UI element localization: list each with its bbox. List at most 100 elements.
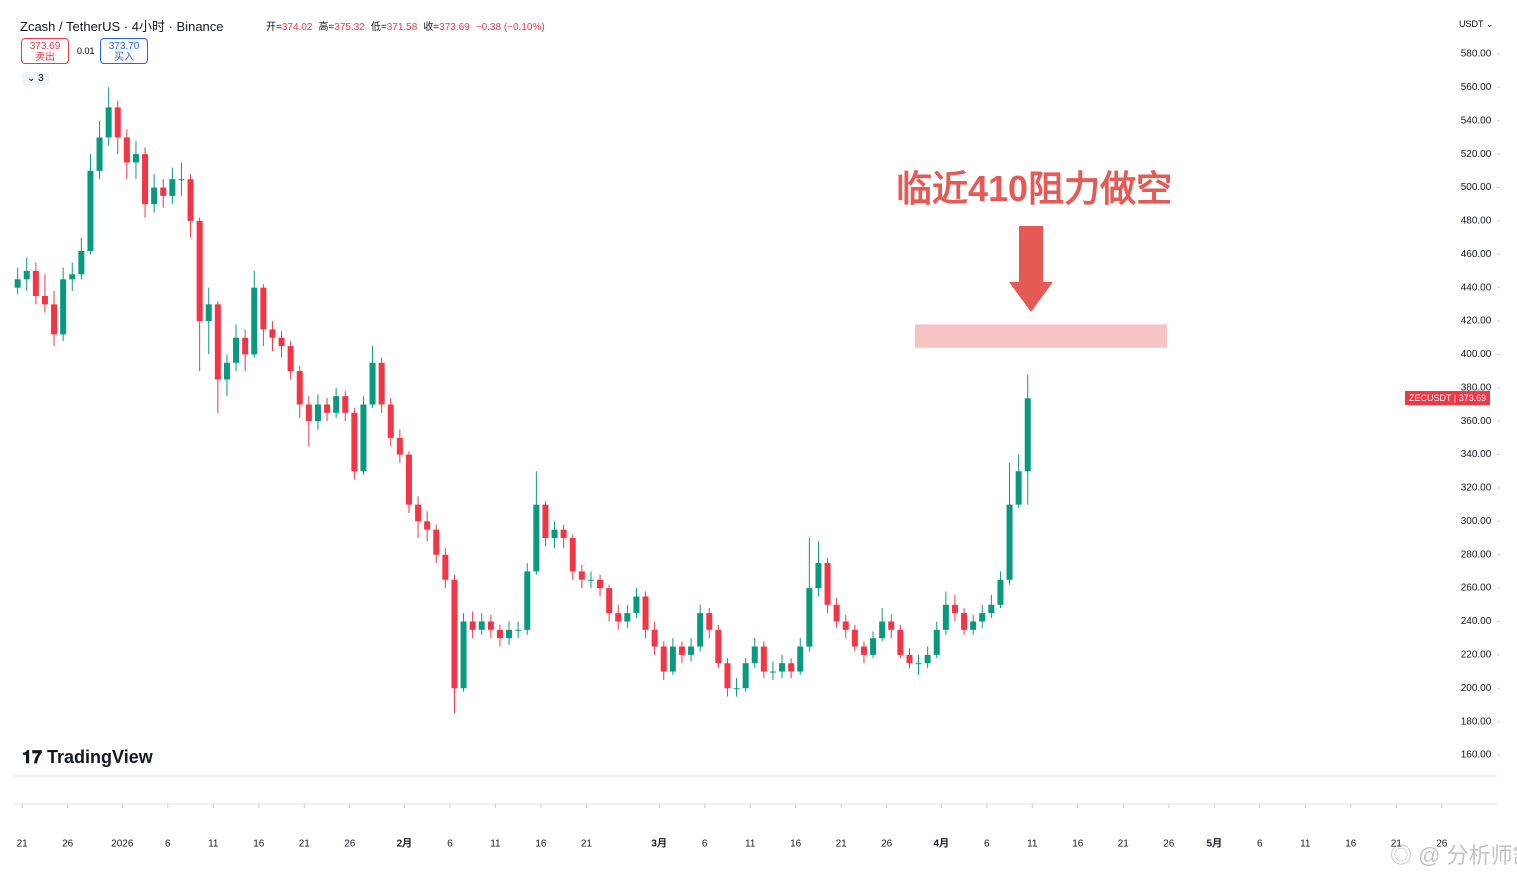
y-tick-label: 260.00 [1461, 583, 1492, 594]
candle-body [542, 504, 549, 539]
y-tick-label: 560.00 [1461, 82, 1492, 93]
candle-body [314, 404, 321, 422]
candle-body [169, 179, 176, 196]
candle-body [824, 563, 831, 605]
candle-body [1015, 471, 1022, 505]
x-tick-label: 21 [836, 839, 848, 850]
x-tick-label: 16 [535, 839, 547, 850]
indicators-toggle[interactable]: ⌄ 3 [22, 72, 49, 85]
candle-body [578, 571, 585, 580]
candle-body [214, 304, 221, 380]
candle-body [833, 604, 840, 622]
candle-body [69, 274, 76, 280]
y-tick-label: 160.00 [1461, 750, 1492, 761]
buy-button[interactable]: 373.70 买入 [100, 38, 148, 64]
x-tick-label: 11 [490, 839, 501, 850]
x-tick-label: 26 [344, 839, 356, 850]
x-tick-label: 21 [1118, 839, 1130, 850]
y-tick-label: 240.00 [1461, 616, 1492, 627]
candle-body [597, 579, 604, 589]
candle-body [333, 396, 340, 413]
candle-body [815, 563, 822, 589]
ohlc-label: 收= [423, 22, 440, 33]
y-tick-label: 420.00 [1461, 316, 1492, 327]
candle-body [51, 304, 58, 335]
y-tick-label: 580.00 [1461, 49, 1492, 60]
logo: 𝟏𝟕 TradingView [22, 747, 153, 767]
candle-body [678, 646, 685, 655]
candle-body [851, 629, 858, 647]
y-tick-label: 280.00 [1461, 549, 1492, 560]
x-tick-label: 11 [1027, 839, 1038, 850]
tag-price: 373.69 [1458, 393, 1487, 403]
x-tick-label: 26 [881, 839, 893, 850]
y-tick-label: 360.00 [1461, 416, 1492, 427]
candle-body [478, 621, 485, 630]
watermark: ◎ @ 分析师舒琴 [1390, 838, 1517, 870]
candle-body [860, 646, 867, 655]
x-tick-label: 2026 [111, 839, 134, 850]
ohlc-value: 373.69 [439, 22, 470, 33]
candle-body [961, 613, 968, 630]
candle-body [205, 304, 212, 322]
candle-body [633, 596, 640, 614]
candle-body [951, 604, 958, 614]
candle-body [396, 437, 403, 455]
candle-body [496, 629, 503, 639]
candle-body [560, 529, 567, 539]
candle-body [451, 579, 458, 689]
candle-body [942, 604, 949, 630]
candle-body [415, 504, 422, 522]
x-tick-label: 11 [1300, 839, 1311, 850]
candle-body [96, 137, 103, 171]
candle-body [906, 654, 913, 664]
x-tick-label: 16 [1072, 839, 1084, 850]
y-tick-label: 380.00 [1461, 382, 1492, 393]
currency[interactable]: USDT ⌄ [1459, 19, 1494, 29]
candle-body [196, 220, 203, 322]
candle-body [32, 270, 39, 297]
buy-label: 买入 [114, 52, 134, 63]
candle-body [105, 107, 112, 138]
candle-body [688, 646, 695, 655]
tag-symbol: ZECUSDT [1409, 393, 1452, 403]
candle-body [924, 654, 931, 664]
candle-body [979, 613, 986, 622]
y-tick-label: 460.00 [1461, 249, 1492, 260]
sell-label: 卖出 [35, 52, 55, 63]
sell-button[interactable]: 373.69 卖出 [21, 38, 69, 64]
candle-body [242, 337, 249, 355]
price-tag: ZECUSDT | 373.69 [1405, 391, 1491, 405]
candle-body [87, 170, 94, 251]
candle-body [897, 629, 904, 655]
x-tick-label: 21 [1391, 839, 1403, 850]
candle-body [997, 579, 1004, 605]
x-tick-label: 6 [702, 839, 708, 850]
candle-body [615, 613, 622, 622]
candle-body [751, 646, 758, 664]
candle-body [324, 404, 331, 413]
y-tick-label: 480.00 [1461, 216, 1492, 227]
candle-body [506, 629, 513, 639]
ohlc-value: −0.38 (−0.10%) [475, 22, 545, 33]
ohlc-legend: 开=374.02 高=375.32 低=371.58 收=373.69 −0.38 (−… [266, 18, 551, 33]
candle-body [988, 604, 995, 614]
candle-body [970, 621, 977, 630]
y-tick-label: 520.00 [1461, 149, 1492, 160]
ohlc-label: 低= [370, 22, 387, 33]
candle-body [151, 187, 158, 205]
y-tick-label: 440.00 [1461, 282, 1492, 293]
candle-body [460, 621, 467, 689]
x-tick-label: 4月 [934, 838, 950, 850]
ohlc-label: 高= [318, 22, 335, 33]
candle-body [269, 329, 276, 338]
candle-body [305, 404, 312, 422]
candle-body [160, 187, 167, 196]
candle-body [533, 504, 540, 572]
annotation: 临近410阻力做空 [896, 168, 1173, 209]
candle-body [733, 688, 740, 690]
candle-body [606, 588, 613, 614]
candle-body [424, 521, 431, 530]
